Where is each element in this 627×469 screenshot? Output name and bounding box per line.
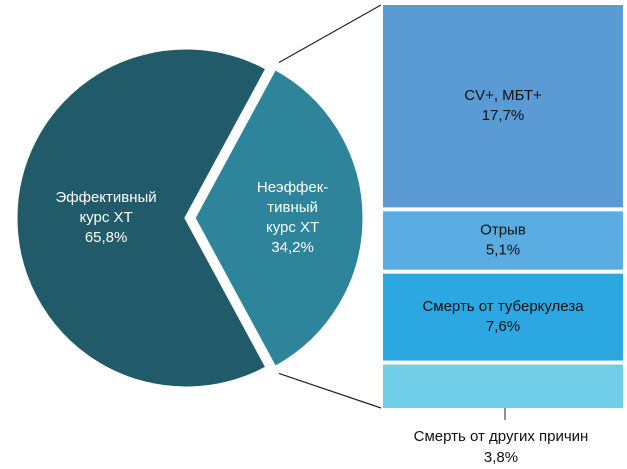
bar-segment <box>383 273 623 361</box>
segment-value-label: 7,6% <box>486 318 520 335</box>
pie-value-label: 34,2% <box>271 239 314 256</box>
segment-value-label: 17,7% <box>482 107 525 124</box>
pie-slice <box>192 66 366 370</box>
segment-label: Отрыв <box>480 221 526 238</box>
connector-line <box>278 372 382 409</box>
pie-label: тивный <box>267 199 318 216</box>
pie-slice <box>14 46 269 390</box>
pie-label: курс ХТ <box>79 209 132 226</box>
segment-value-label: 3,8% <box>484 449 518 466</box>
bar-segment <box>383 211 623 270</box>
segment-label: CV+, МБТ+ <box>464 87 542 104</box>
bar-segment <box>383 364 623 408</box>
pie-label: Неэффек- <box>257 179 328 196</box>
pie-label: Эффективный <box>55 189 156 206</box>
segment-value-label: 5,1% <box>486 241 520 258</box>
pie-label: курс ХТ <box>266 219 319 236</box>
segment-label: Смерть от туберкулеза <box>422 298 584 315</box>
connector-line <box>278 4 382 64</box>
pie-value-label: 65,8% <box>85 229 128 246</box>
segment-label: Смерть от других причин <box>414 428 589 445</box>
bar-segment <box>383 5 623 208</box>
